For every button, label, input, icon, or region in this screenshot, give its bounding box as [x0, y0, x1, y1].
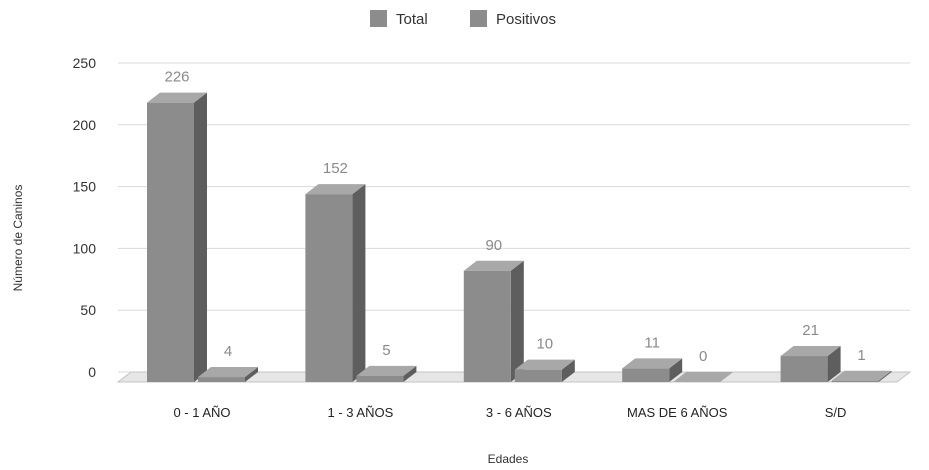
bar-top: [831, 370, 892, 381]
bar-front: [622, 368, 670, 382]
x-axis-title: Edades: [488, 452, 529, 466]
data-label-positivos-3: 0: [699, 348, 707, 365]
legend-label-positivos: Positivos: [496, 11, 556, 28]
bar-front: [831, 380, 879, 382]
bar-side: [245, 367, 258, 382]
data-label-total-1: 152: [323, 160, 348, 177]
bar-top: [147, 92, 207, 103]
x-category-label: 1 - 3 AÑOS: [328, 405, 394, 420]
bar-total-3: [622, 358, 683, 382]
bar-front: [463, 270, 511, 382]
bar-side: [878, 370, 892, 382]
bar-positivos-1: [356, 365, 417, 382]
bar-front: [514, 369, 562, 382]
bar-side: [194, 92, 207, 382]
y-tick-label: 50: [80, 302, 96, 318]
data-label-positivos-4: 1: [857, 347, 865, 364]
data-labels: 226 4 152 5 90 10 11 0 21 1: [164, 69, 865, 365]
legend-swatch-positivos: [470, 10, 487, 27]
bar-total-1: [305, 184, 366, 382]
data-label-total-3: 11: [644, 334, 660, 351]
bar-top: [622, 358, 683, 369]
y-tick-label: 250: [73, 55, 97, 71]
bar-front: [356, 375, 404, 382]
bar-front: [305, 194, 353, 382]
bar-top: [305, 184, 366, 195]
bar-top: [514, 359, 575, 370]
x-axis-categories: 0 - 1 AÑO 1 - 3 AÑOS 3 - 6 AÑOS MAS DE 6 AÑ…: [173, 405, 846, 420]
bar-total-0: [147, 92, 207, 382]
bar-side: [827, 346, 841, 382]
y-axis-title: Número de Caninos: [11, 185, 25, 292]
bar-top: [673, 372, 734, 382]
bar-total-2: [463, 260, 524, 382]
legend-label-total: Total: [396, 11, 428, 28]
y-tick-label: 200: [73, 117, 97, 133]
bar-front: [147, 102, 194, 382]
x-category-label: 3 - 6 AÑOS: [486, 405, 552, 420]
y-tick-label: 150: [73, 179, 97, 195]
bar-front: [780, 356, 828, 382]
data-label-total-4: 21: [802, 322, 819, 339]
x-category-label: MAS DE 6 AÑOS: [627, 405, 728, 420]
y-tick-label: 100: [73, 240, 97, 256]
x-category-label: S/D: [825, 405, 847, 420]
bar-total-4: [780, 346, 841, 382]
bar-positivos-3: [673, 372, 734, 382]
y-tick-label: 0: [88, 364, 96, 380]
data-label-positivos-1: 5: [382, 342, 390, 359]
x-category-label: 0 - 1 AÑO: [173, 405, 230, 420]
legend: Total Positivos: [370, 10, 556, 28]
bar-top: [198, 367, 258, 378]
bar-front: [198, 377, 245, 382]
bars: [147, 92, 892, 382]
y-axis-ticks: 0 50 100 150 200 250: [73, 55, 97, 380]
bar-top: [356, 365, 417, 376]
bar-positivos-4: [831, 370, 892, 382]
bar-top: [780, 346, 841, 357]
data-label-total-0: 226: [164, 69, 189, 86]
bar-positivos-0: [198, 367, 258, 382]
data-label-total-2: 90: [485, 237, 502, 254]
bar-positivos-2: [514, 359, 575, 382]
bar-top: [463, 260, 524, 271]
bar-side: [669, 358, 683, 382]
bar-side: [510, 260, 524, 382]
data-label-positivos-0: 4: [224, 343, 232, 360]
legend-swatch-total: [370, 10, 387, 27]
bar-side: [561, 359, 575, 382]
data-label-positivos-2: 10: [536, 336, 553, 353]
bar-side: [403, 365, 417, 382]
bar-side: [352, 184, 366, 382]
